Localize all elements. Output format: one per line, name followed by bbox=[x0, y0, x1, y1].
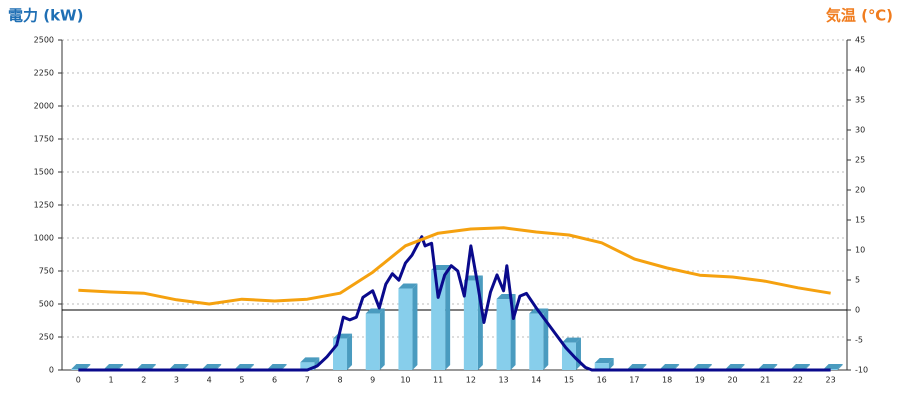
bar bbox=[594, 363, 609, 370]
x-tick-label: 8 bbox=[337, 376, 342, 385]
x-tick-label: 18 bbox=[662, 376, 672, 385]
bar-side bbox=[445, 265, 451, 370]
bar-top bbox=[398, 283, 418, 289]
x-tick-label: 22 bbox=[793, 376, 803, 385]
y2-tick-label: 15 bbox=[855, 216, 865, 225]
x-tick-label: 10 bbox=[400, 376, 410, 385]
y2-tick-label: 35 bbox=[855, 96, 865, 105]
line bbox=[78, 226, 831, 306]
bar bbox=[300, 362, 315, 370]
bar-side bbox=[837, 364, 843, 370]
bar-side bbox=[412, 283, 418, 370]
bar-top bbox=[136, 364, 156, 369]
y-tick-label: 0 bbox=[49, 366, 54, 375]
bar-top bbox=[169, 364, 189, 369]
bar-side bbox=[575, 337, 581, 370]
x-tick-label: 21 bbox=[760, 376, 770, 385]
y2-tick-label: 20 bbox=[855, 186, 865, 195]
x-tick-label: 9 bbox=[370, 376, 375, 385]
bar-top bbox=[594, 358, 614, 364]
bar-side bbox=[379, 308, 385, 370]
bar-top bbox=[758, 364, 778, 369]
x-tick-label: 6 bbox=[272, 376, 277, 385]
y-tick-label: 2250 bbox=[34, 69, 54, 78]
x-tick-label: 11 bbox=[433, 376, 443, 385]
bar-top bbox=[365, 308, 385, 314]
bar-top bbox=[300, 357, 320, 363]
bar bbox=[398, 288, 413, 370]
bar-top bbox=[234, 364, 254, 369]
x-tick-label: 2 bbox=[141, 376, 146, 385]
bar-top bbox=[692, 364, 712, 369]
y-tick-label: 2000 bbox=[34, 102, 54, 111]
y2-tick-label: 45 bbox=[855, 36, 865, 45]
y-tick-label: 1500 bbox=[34, 168, 54, 177]
y-tick-label: 2500 bbox=[34, 36, 54, 45]
bar bbox=[431, 270, 446, 370]
x-tick-label: 7 bbox=[305, 376, 310, 385]
bar-top bbox=[790, 364, 810, 369]
bar-top bbox=[71, 364, 91, 369]
bar-top bbox=[725, 364, 745, 369]
y-tick-label: 250 bbox=[39, 333, 54, 342]
bar-top bbox=[267, 364, 287, 369]
x-tick-label: 1 bbox=[109, 376, 114, 385]
y2-tick-label: 10 bbox=[855, 246, 865, 255]
y2-tick-label: 25 bbox=[855, 156, 865, 165]
bar bbox=[529, 313, 544, 370]
x-tick-label: 12 bbox=[466, 376, 476, 385]
x-tick-label: 14 bbox=[531, 376, 541, 385]
bar-top bbox=[660, 364, 680, 369]
x-tick-label: 0 bbox=[76, 376, 81, 385]
line bbox=[78, 235, 831, 372]
bar bbox=[333, 338, 348, 370]
bar-top bbox=[627, 364, 647, 369]
bar-top bbox=[202, 364, 222, 369]
y2-tick-label: 30 bbox=[855, 126, 865, 135]
y2-tick-label: -5 bbox=[855, 336, 863, 345]
y-tick-label: 1250 bbox=[34, 201, 54, 210]
y2-axis-title: 気温 (℃) bbox=[826, 7, 893, 25]
bar-top bbox=[104, 364, 124, 369]
y2-tick-label: 40 bbox=[855, 66, 865, 75]
x-tick-label: 17 bbox=[629, 376, 639, 385]
x-tick-label: 5 bbox=[239, 376, 244, 385]
bar-top bbox=[823, 364, 843, 369]
y2-tick-label: 0 bbox=[855, 306, 860, 315]
x-tick-label: 16 bbox=[597, 376, 607, 385]
y-tick-label: 750 bbox=[39, 267, 54, 276]
bar-side bbox=[608, 358, 614, 370]
bar bbox=[365, 313, 380, 370]
x-tick-label: 20 bbox=[727, 376, 737, 385]
y-axis-title: 電力 (kW) bbox=[8, 7, 83, 25]
x-tick-label: 3 bbox=[174, 376, 179, 385]
bar-side bbox=[347, 333, 353, 370]
x-tick-label: 23 bbox=[826, 376, 836, 385]
x-tick-label: 19 bbox=[695, 376, 705, 385]
bar bbox=[463, 280, 478, 370]
bar-top bbox=[561, 337, 581, 343]
x-tick-label: 13 bbox=[498, 376, 508, 385]
y-tick-label: 1750 bbox=[34, 135, 54, 144]
x-tick-label: 4 bbox=[207, 376, 212, 385]
y-tick-label: 500 bbox=[39, 300, 54, 309]
x-tick-label: 15 bbox=[564, 376, 574, 385]
y-tick-label: 1000 bbox=[34, 234, 54, 243]
bar bbox=[496, 299, 511, 370]
y2-tick-label: 5 bbox=[855, 276, 860, 285]
y2-tick-label: -10 bbox=[855, 366, 868, 375]
